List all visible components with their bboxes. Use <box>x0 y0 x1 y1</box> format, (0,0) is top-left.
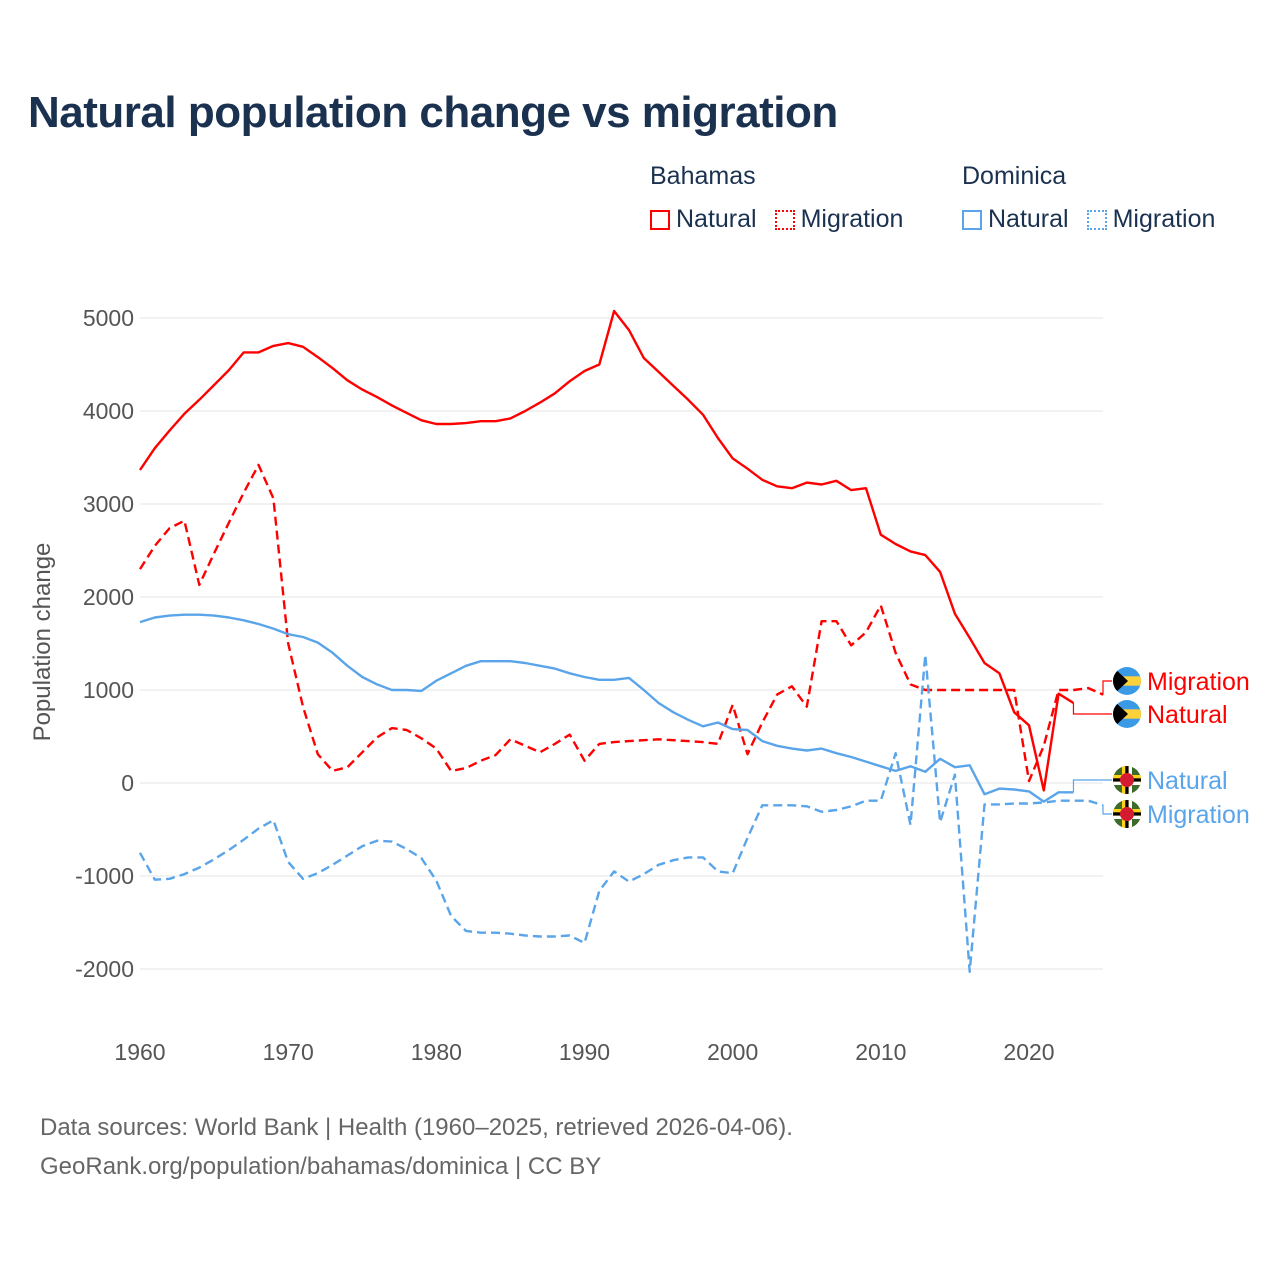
end-labels: Natural Migration Natural Migration <box>1072 667 1250 829</box>
footer: Data sources: World Bank | Health (1960–… <box>40 1108 793 1186</box>
y-tick-label: -2000 <box>75 956 134 982</box>
legend-group-bahamas: Bahamas Natural Migration <box>650 162 921 237</box>
data-source-text: Data sources: World Bank | Health (1960–… <box>40 1114 793 1141</box>
legend-group-label: Bahamas <box>650 162 756 190</box>
x-tick-label: 1960 <box>114 1039 165 1065</box>
legend-item-dominica-natural[interactable]: Natural <box>962 205 1069 234</box>
series-line-dominica-natural <box>139 613 1074 803</box>
label-connector <box>1102 680 1112 696</box>
legend-item-bahamas-natural[interactable]: Natural <box>650 205 757 234</box>
legend-label: Migration <box>800 205 904 233</box>
legend-group-dominica: Dominica Natural Migration <box>962 162 1215 237</box>
x-tick-label: 2000 <box>707 1039 758 1065</box>
legend-label: Natural <box>676 205 757 233</box>
legend-item-bahamas-migration[interactable]: Migration <box>774 205 904 234</box>
series-lines <box>138 309 1104 973</box>
y-tick-label: 2000 <box>83 584 134 610</box>
y-tick-label: -1000 <box>75 863 134 889</box>
chart-title: Natural population change vs migration <box>28 88 838 137</box>
x-tick-label: 2020 <box>1003 1039 1054 1065</box>
legend-label: Migration <box>1112 205 1216 233</box>
dominica-flag-icon <box>1113 766 1141 794</box>
y-axis-ticks: 5000 4000 3000 2000 1000 0 -1000 -2000 <box>75 305 134 982</box>
label-connector <box>1072 779 1112 793</box>
dotted-swatch-icon <box>1086 209 1107 230</box>
solid-swatch-icon <box>650 209 670 230</box>
x-tick-label: 1990 <box>559 1039 610 1065</box>
y-tick-label: 5000 <box>83 305 134 331</box>
label-connector <box>1102 804 1112 815</box>
end-label: Natural <box>1147 767 1228 795</box>
x-tick-label: 2010 <box>855 1039 906 1065</box>
x-tick-label: 1980 <box>411 1039 462 1065</box>
series-line-dominica-migration <box>138 653 1104 973</box>
dotted-swatch-icon <box>774 209 795 230</box>
label-connector <box>1072 703 1112 715</box>
series-line-bahamas-migration <box>138 463 1104 783</box>
solid-swatch-icon <box>962 209 982 230</box>
bahamas-flag-icon <box>1113 667 1141 695</box>
legend-label: Natural <box>988 205 1069 233</box>
y-tick-label: 1000 <box>83 677 134 703</box>
y-axis-label: Population change <box>29 543 56 742</box>
legend-item-dominica-migration[interactable]: Migration <box>1086 205 1216 234</box>
y-tick-label: 0 <box>121 770 134 796</box>
x-axis-ticks: 1960 1970 1980 1990 2000 2010 2020 <box>114 1039 1054 1065</box>
bahamas-flag-icon <box>1113 700 1141 728</box>
x-tick-label: 1970 <box>263 1039 314 1065</box>
end-label: Migration <box>1147 668 1250 696</box>
series-line-bahamas-natural <box>139 309 1075 792</box>
y-tick-label: 4000 <box>83 398 134 424</box>
legend-group-label: Dominica <box>962 162 1067 190</box>
end-label: Migration <box>1147 801 1250 829</box>
dominica-flag-icon <box>1113 800 1141 828</box>
end-label: Natural <box>1147 701 1228 729</box>
y-tick-label: 3000 <box>83 491 134 517</box>
attribution-text: GeoRank.org/population/bahamas/dominica … <box>40 1153 602 1180</box>
gridlines <box>140 317 1103 970</box>
